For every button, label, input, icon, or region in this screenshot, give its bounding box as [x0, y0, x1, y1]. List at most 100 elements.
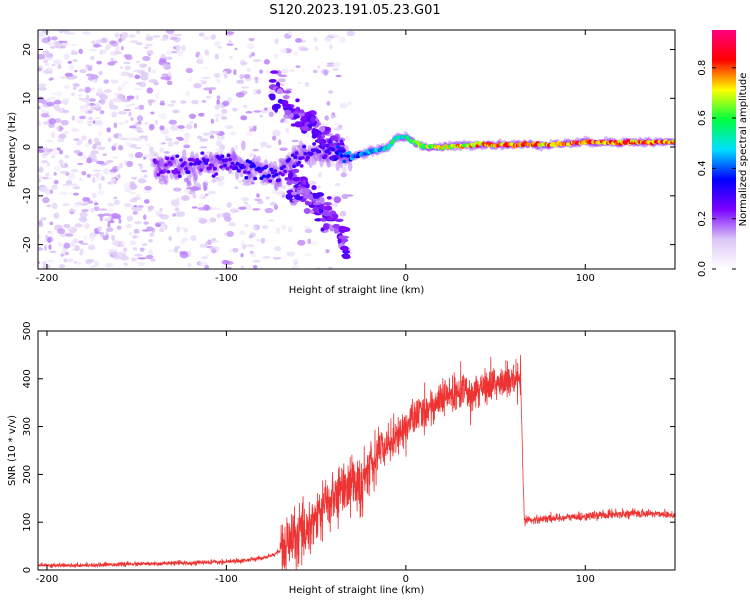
spectrogram-speckle: [184, 132, 191, 139]
spectrogram-speckle: [38, 219, 43, 226]
spectrogram-speckle: [96, 60, 102, 65]
spectrogram-speckle: [134, 87, 143, 91]
spectrogram-speckle: [89, 234, 94, 241]
spectrogram-speckle: [209, 217, 217, 223]
spectrogram-speckle: [305, 134, 310, 137]
spectrogram-speckle: [183, 144, 191, 149]
spectrogram-speckle: [144, 122, 149, 125]
spectrogram-speckle: [82, 31, 91, 35]
spectrogram-speckle: [241, 168, 248, 172]
spectrogram-speckle: [181, 195, 190, 202]
spectrogram-speckle: [216, 213, 221, 219]
ridge-halo: [308, 158, 313, 169]
spectrogram-speckle: [97, 146, 104, 149]
spectrogram-speckle: [143, 214, 147, 221]
spectrogram-branch-blob: [268, 78, 277, 83]
spectrogram-speckle: [239, 230, 246, 236]
ridge-halo: [159, 157, 165, 168]
spectrogram-speckle: [46, 162, 50, 167]
spectrogram-speckle: [131, 177, 138, 180]
spectrogram-speckle: [244, 223, 249, 228]
spectrogram-speckle: [79, 104, 89, 110]
spectrogram-speckle: [134, 106, 140, 110]
ridge-core: [189, 162, 194, 166]
spectrogram-speckle: [87, 244, 96, 251]
colorbar-tick-label: 0.4: [697, 160, 708, 176]
spectrogram-speckle: [95, 102, 101, 109]
spectrogram-speckle: [49, 221, 54, 226]
spectrogram-speckle: [130, 116, 134, 121]
spectrogram-speckle: [264, 107, 268, 111]
spectrogram-speckle: [263, 59, 270, 65]
spectrogram-speckle: [64, 30, 71, 35]
spectrogram-branch-blob: [284, 109, 292, 116]
spectrogram-speckle: [280, 224, 287, 230]
spectrogram-speckle: [186, 180, 192, 188]
spectrogram-speckle: [63, 242, 71, 249]
spectrogram-speckle: [323, 36, 333, 42]
spectrogram-speckle: [117, 111, 127, 115]
spectrogram-speckle: [259, 69, 264, 74]
spectrogram-speckle: [68, 209, 77, 212]
spectrogram-branch-blob: [273, 103, 281, 110]
spectrogram-speckle: [252, 125, 257, 132]
spectrogram-speckle: [174, 207, 180, 212]
spectrogram-speckle: [98, 208, 108, 211]
spectrogram-speckle: [160, 53, 166, 59]
spectrogram-speckle: [172, 213, 176, 217]
spectrogram-speckle: [93, 137, 100, 143]
spectrogram-speckle: [234, 47, 238, 51]
ridge-core: [274, 172, 279, 177]
spectrogram-speckle: [129, 191, 137, 195]
spectrogram-speckle: [138, 81, 147, 88]
spectrogram-branch-blob: [312, 202, 321, 206]
spectrogram-branch-blob: [303, 208, 311, 215]
spectrogram-speckle: [138, 104, 145, 110]
spectrogram-speckle: [274, 53, 278, 59]
spectrogram-speckle: [333, 127, 343, 131]
ridge-halo: [348, 161, 353, 172]
colorbar: 0.0 0.2 0.4 0.6 0.8 Normalized spectral ampl…: [697, 30, 749, 277]
spectrogram-speckle: [60, 42, 67, 47]
spectrogram-speckle: [38, 175, 43, 180]
ridge-halo: [186, 174, 191, 185]
spectrogram-speckle: [129, 40, 139, 44]
spectrogram-speckle: [204, 193, 209, 197]
spectrogram-speckle: [91, 158, 99, 163]
spectrogram-speckle: [265, 106, 272, 113]
spectrogram-speckle: [42, 261, 47, 266]
spectrogram-speckle: [325, 64, 335, 67]
spectrogram-speckle: [45, 62, 50, 67]
spectrogram-speckle: [201, 162, 206, 169]
y-tick-label: -10: [22, 188, 33, 204]
spectrogram-speckle: [236, 79, 245, 84]
spectrogram-speckle: [278, 139, 282, 146]
spectrogram-branch-blob: [319, 203, 325, 210]
spectrogram-speckle: [49, 45, 56, 49]
spectrogram-speckle: [40, 113, 49, 118]
spectrogram-branch-blob: [311, 184, 317, 191]
spectrogram-speckle: [243, 74, 251, 79]
spectrogram-speckle: [274, 258, 278, 261]
spectrogram-speckle: [85, 259, 92, 265]
spectrogram-speckle: [211, 207, 221, 210]
spectrogram-branch-blob: [314, 218, 323, 222]
spectrogram-speckle: [71, 74, 78, 80]
spectrogram-speckle: [112, 155, 119, 160]
ridge-core: [312, 142, 317, 146]
spectrogram-speckle: [326, 101, 331, 106]
spectrogram-speckle: [113, 50, 122, 55]
spectrogram-speckle: [205, 254, 210, 257]
spectrogram-x-label: Height of straight line (km): [289, 285, 425, 296]
spectrogram-speckle: [230, 131, 237, 136]
spectrogram-speckle: [217, 45, 223, 49]
spectrogram-speckle: [211, 238, 216, 242]
spectrogram-speckle: [101, 37, 108, 44]
spectrogram-speckle: [240, 253, 244, 258]
spectrogram-speckle: [107, 137, 112, 143]
spectrogram-speckle: [277, 78, 286, 83]
spectrogram-speckle: [280, 68, 289, 74]
spectrogram-speckle: [86, 197, 91, 202]
spectrogram-speckle: [38, 178, 41, 183]
